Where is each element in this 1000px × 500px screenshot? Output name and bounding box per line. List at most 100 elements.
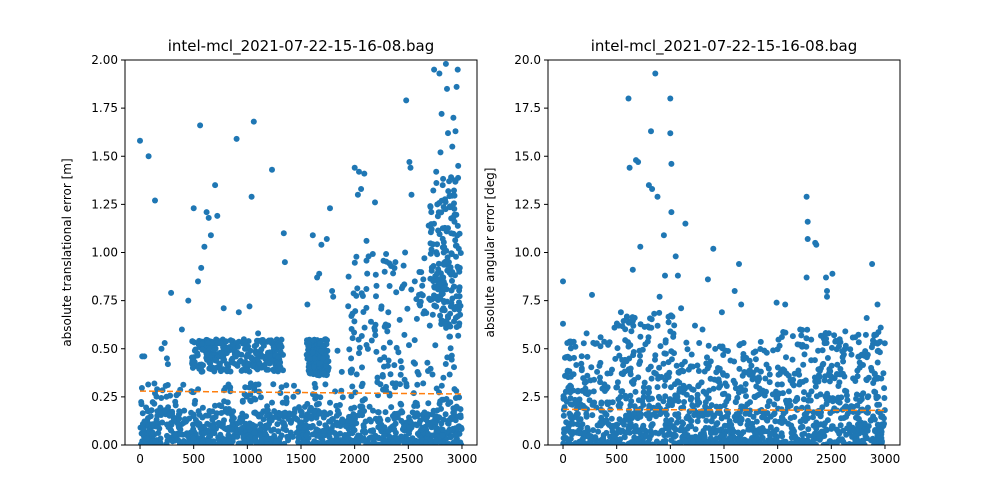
left-chart-cluster-point: [257, 394, 264, 401]
right-chart-cluster-point: [764, 410, 771, 417]
right-chart-cluster-point: [617, 436, 624, 443]
right-chart-y-tick-label: 5.0: [522, 342, 541, 356]
right-chart-cluster-point: [789, 333, 796, 340]
left-chart-cluster-point: [451, 283, 458, 290]
right-chart-cluster-point: [778, 420, 785, 426]
left-chart-cluster-point: [255, 337, 262, 344]
left-chart-y-tick-label: 0.00: [91, 438, 118, 452]
right-chart-cluster-point: [663, 418, 670, 425]
right-chart-cluster-point: [881, 395, 888, 401]
left-chart-data-point: [309, 232, 316, 239]
right-chart-data-point: [718, 309, 725, 316]
left-chart-cluster-point: [437, 398, 444, 405]
left-chart-cluster-point: [263, 407, 270, 414]
left-chart-cluster-point: [438, 382, 445, 389]
left-chart-cluster-point: [373, 348, 380, 355]
right-chart-cluster-point: [815, 347, 822, 354]
left-chart-data-point: [447, 203, 454, 210]
left-chart-x-tick-label: 2500: [393, 452, 424, 466]
right-chart-cluster-point: [632, 423, 639, 429]
right-chart-cluster-point: [619, 419, 626, 426]
right-chart-cluster-point: [818, 332, 824, 339]
right-chart-cluster-point: [873, 393, 880, 400]
right-chart-cluster-point: [864, 427, 871, 434]
left-chart-data-point: [425, 222, 432, 229]
right-chart-cluster-point: [627, 368, 634, 375]
left-chart-cluster-point: [413, 441, 420, 445]
left-chart-data-point: [214, 212, 221, 219]
left-chart-cluster-point: [176, 424, 183, 431]
left-chart-data-point: [438, 110, 445, 117]
left-chart-data-point: [446, 178, 453, 185]
right-chart-cluster-point: [598, 414, 605, 421]
right-chart-data-point: [654, 193, 661, 200]
left-chart-cluster-point: [204, 412, 211, 419]
right-chart-cluster-point: [828, 425, 835, 432]
left-chart-data-point: [356, 168, 362, 175]
left-chart-cluster-point: [218, 410, 225, 416]
right-chart-cluster-point: [674, 393, 681, 400]
left-chart-cluster-point: [393, 289, 400, 296]
left-chart-data-point: [185, 297, 192, 304]
left-chart-cluster-point: [450, 214, 457, 221]
left-chart-cluster-point: [258, 436, 265, 443]
left-chart-cluster-point: [225, 381, 232, 388]
left-chart-cluster-point: [374, 374, 381, 381]
left-chart-cluster-point: [391, 415, 398, 422]
right-chart-cluster-point: [584, 353, 591, 360]
right-chart-data-point: [813, 241, 820, 248]
left-chart-cluster-point: [236, 358, 243, 365]
right-chart-cluster-point: [754, 434, 761, 441]
right-chart-cluster-point: [719, 414, 726, 421]
left-chart-cluster-point: [283, 395, 290, 401]
right-chart-cluster-point: [656, 395, 663, 402]
left-chart-cluster-point: [393, 435, 400, 442]
right-chart-x-tick-label: 500: [605, 452, 628, 466]
left-chart-cluster-point: [274, 421, 281, 428]
left-chart-cluster-point: [382, 321, 389, 328]
right-chart-data-point: [674, 272, 681, 279]
right-chart-cluster-point: [597, 359, 604, 366]
left-chart-data-point: [388, 263, 395, 269]
left-chart-cluster-point: [439, 290, 446, 297]
left-chart-cluster-point: [220, 344, 227, 351]
left-chart-cluster-point: [359, 397, 366, 404]
right-chart-cluster-point: [715, 367, 722, 374]
left-chart-cluster-point: [406, 430, 412, 437]
right-chart-cluster-point: [854, 402, 861, 409]
left-chart-cluster-point: [315, 400, 322, 407]
right-chart-cluster-point: [616, 352, 623, 359]
left-chart-cluster-point: [453, 437, 460, 444]
right-chart-cluster-point: [778, 414, 785, 421]
right-chart-cluster-point: [849, 441, 856, 445]
right-chart-cluster-point: [688, 351, 695, 358]
left-chart-data-point: [361, 170, 368, 177]
right-chart-cluster-point: [681, 358, 688, 365]
right-chart-cluster-point: [739, 441, 746, 445]
left-chart-data-point: [455, 245, 462, 252]
right-chart-cluster-point: [663, 411, 670, 418]
right-chart-cluster-point: [836, 336, 843, 343]
right-chart-cluster-point: [745, 417, 751, 424]
left-chart-cluster-point: [276, 411, 283, 418]
right-chart-cluster-point: [571, 354, 577, 361]
right-chart-x-tick-label: 0: [559, 452, 567, 466]
right-chart-cluster-point: [769, 391, 776, 398]
right-chart-cluster-point: [614, 345, 621, 352]
left-chart-cluster-point: [429, 311, 436, 318]
right-chart-cluster-point: [870, 436, 877, 443]
right-chart-cluster-point: [618, 388, 625, 395]
left-chart-cluster-point: [454, 222, 461, 229]
right-chart-cluster-point: [639, 441, 646, 445]
left-chart-data-point: [451, 218, 458, 225]
right-chart-cluster-point: [610, 432, 617, 439]
left-chart-cluster-point: [373, 293, 379, 300]
left-chart-cluster-point: [349, 335, 356, 342]
right-chart-cluster-point: [660, 360, 667, 367]
right-chart-cluster-point: [683, 339, 690, 346]
right-chart-cluster-point: [700, 388, 707, 395]
left-chart-cluster-point: [149, 421, 156, 428]
right-chart-cluster-point: [705, 362, 712, 369]
right-chart-cluster-point: [818, 428, 825, 435]
left-chart-data-point: [198, 264, 205, 271]
